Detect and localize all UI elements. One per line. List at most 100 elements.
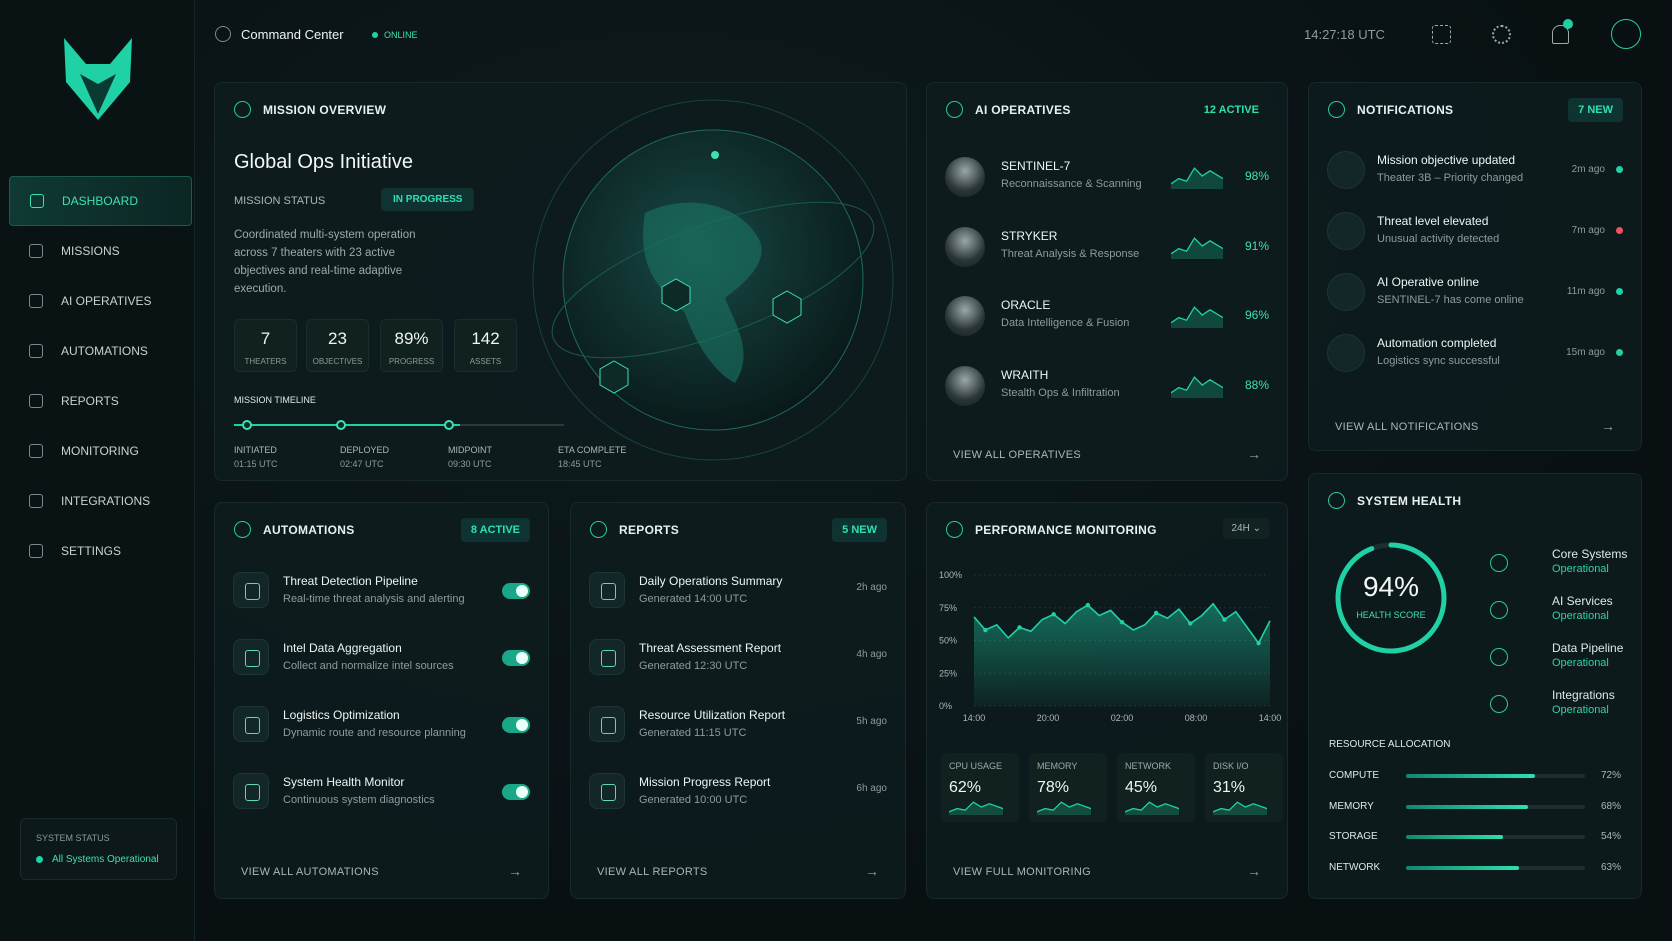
automation-toggle[interactable]	[502, 583, 530, 599]
stat-label: ASSETS	[469, 357, 502, 366]
panel-heading: PERFORMANCE MONITORING	[975, 523, 1157, 537]
automation-row: Logistics Optimization Dynamic route and …	[233, 706, 530, 746]
sparkline	[1037, 801, 1091, 815]
automation-toggle[interactable]	[502, 650, 530, 666]
nav-label: DASHBOARD	[62, 194, 139, 208]
report-row: Daily Operations Summary Generated 14:00 …	[589, 572, 887, 612]
operative-avatar	[945, 157, 985, 197]
notification-title: AI Operative online	[1377, 275, 1480, 289]
nav-label: REPORTS	[61, 394, 119, 408]
notifications-panel: NOTIFICATIONS 7 NEW VIEW ALL NOTIFICATIO…	[1308, 82, 1642, 451]
nav-item[interactable]: MISSIONS	[9, 226, 192, 276]
footer-arrow[interactable]: →	[1247, 863, 1261, 879]
automation-title: System Health Monitor	[283, 775, 405, 789]
metric-box: CPU USAGE 62%	[941, 753, 1019, 822]
metric-label: NETWORK	[1125, 761, 1171, 771]
notification-text: Mission objective updated Theater 3B – Pr…	[1377, 153, 1523, 184]
range-select[interactable]: 24H ⌄	[1223, 518, 1269, 539]
report-text: Threat Assessment Report Generated 12:30 …	[639, 641, 781, 672]
panel-footer[interactable]: VIEW ALL AUTOMATIONS	[241, 866, 379, 878]
metric-label: DISK I/O	[1213, 761, 1249, 771]
status-badge: IN PROGRESS	[381, 188, 475, 211]
report-title: Daily Operations Summary	[639, 574, 783, 588]
panel-footer[interactable]: VIEW ALL OPERATIVES	[953, 449, 1081, 461]
notification-dot	[1616, 288, 1623, 295]
automations-panel: AUTOMATIONS 8 ACTIVE VIEW ALL AUTOMATION…	[214, 502, 549, 899]
automation-toggle[interactable]	[502, 784, 530, 800]
automation-row: Intel Data Aggregation Collect and normal…	[233, 639, 530, 679]
nav-item[interactable]: MONITORING	[9, 426, 192, 476]
nav-item[interactable]: INTEGRATIONS	[9, 476, 192, 526]
panel-heading: SYSTEM HEALTH	[1357, 494, 1462, 508]
automation-toggle[interactable]	[502, 717, 530, 733]
report-detail: Generated 14:00 UTC	[639, 593, 748, 605]
panel-icon	[1328, 492, 1345, 509]
report-time: 2h ago	[856, 582, 887, 593]
timeline-time: 02:47 UTC	[340, 459, 384, 469]
nav-icon	[29, 494, 43, 508]
footer-arrow[interactable]: →	[1247, 446, 1261, 462]
panel-heading: REPORTS	[619, 523, 680, 537]
footer-arrow[interactable]: →	[1601, 418, 1615, 434]
mission-panel: MISSION OVERVIEW Global Ops Initiative M…	[214, 82, 907, 481]
stat-label: THEATERS	[244, 357, 287, 366]
footer-arrow[interactable]: →	[508, 863, 522, 879]
system-check	[1490, 554, 1508, 572]
allocation-name: COMPUTE	[1329, 770, 1379, 781]
sparkline	[1171, 375, 1223, 398]
notification-icon	[1327, 151, 1365, 189]
allocation-bar	[1406, 804, 1528, 809]
notification-icon	[1327, 334, 1365, 372]
metric-value: 31%	[1213, 779, 1246, 796]
health-ring: 94% HEALTH SCORE	[1335, 542, 1447, 654]
system-status: Operational	[1552, 610, 1609, 622]
x-tick-label: 08:00	[1185, 713, 1208, 723]
reports-panel: REPORTS 5 NEW VIEW ALL REPORTS → Daily O…	[570, 502, 906, 899]
panel-footer[interactable]: VIEW ALL NOTIFICATIONS	[1335, 421, 1479, 433]
notification-icon	[1327, 273, 1365, 311]
nav-icon	[29, 344, 43, 358]
nav-icon	[29, 244, 43, 258]
nav-item[interactable]: AI OPERATIVES	[9, 276, 192, 326]
nav-item[interactable]: DASHBOARD	[9, 176, 192, 226]
panel-badge: 8 ACTIVE	[460, 518, 530, 542]
report-icon	[589, 706, 625, 742]
report-detail: Generated 11:15 UTC	[639, 727, 747, 739]
system-check	[1490, 601, 1508, 619]
report-detail: Generated 10:00 UTC	[639, 794, 748, 806]
notifications-button[interactable]	[1552, 25, 1569, 44]
notification-text: Automation completed Logistics sync succe…	[1377, 336, 1500, 367]
stat-value: 23	[328, 329, 347, 348]
automation-text: Threat Detection Pipeline Real-time threa…	[283, 574, 465, 605]
panel-heading: NOTIFICATIONS	[1357, 103, 1454, 117]
timeline-label: ETA COMPLETE	[558, 445, 627, 455]
operative-row: SENTINEL-7 Reconnaissance & Scanning 98%	[945, 157, 1269, 197]
system-status: Operational	[1552, 704, 1609, 716]
nav-item[interactable]: SETTINGS	[9, 526, 192, 576]
operative-name: STRYKER	[1001, 228, 1058, 243]
report-title: Threat Assessment Report	[639, 641, 782, 655]
profile-button[interactable]	[1611, 19, 1641, 49]
report-text: Resource Utilization Report Generated 11:…	[639, 708, 785, 739]
panel-footer[interactable]: VIEW FULL MONITORING	[953, 866, 1092, 878]
scan-button[interactable]	[1432, 25, 1451, 44]
stat-value: 7	[260, 329, 271, 348]
performance-panel: PERFORMANCE MONITORING 24H ⌄ 0% 25% 50% 75%…	[926, 502, 1288, 899]
allocation-name: STORAGE	[1329, 831, 1378, 842]
bell-dot	[1563, 19, 1573, 29]
nav-icon	[30, 194, 44, 208]
logo	[64, 38, 132, 120]
nav-item[interactable]: AUTOMATIONS	[9, 326, 192, 376]
metric-label: MEMORY	[1037, 761, 1078, 771]
notification-detail: SENTINEL-7 has come online	[1377, 294, 1524, 306]
panel-footer[interactable]: VIEW ALL REPORTS	[597, 866, 708, 878]
online-dot	[372, 32, 378, 38]
ring-value	[1335, 542, 1447, 654]
sparkline	[1125, 801, 1179, 815]
nav-item[interactable]: REPORTS	[9, 376, 192, 426]
operative-avatar	[945, 296, 985, 336]
settings-button[interactable]	[1492, 25, 1511, 44]
footer-arrow[interactable]: →	[865, 863, 879, 879]
allocation-bar	[1406, 835, 1503, 839]
